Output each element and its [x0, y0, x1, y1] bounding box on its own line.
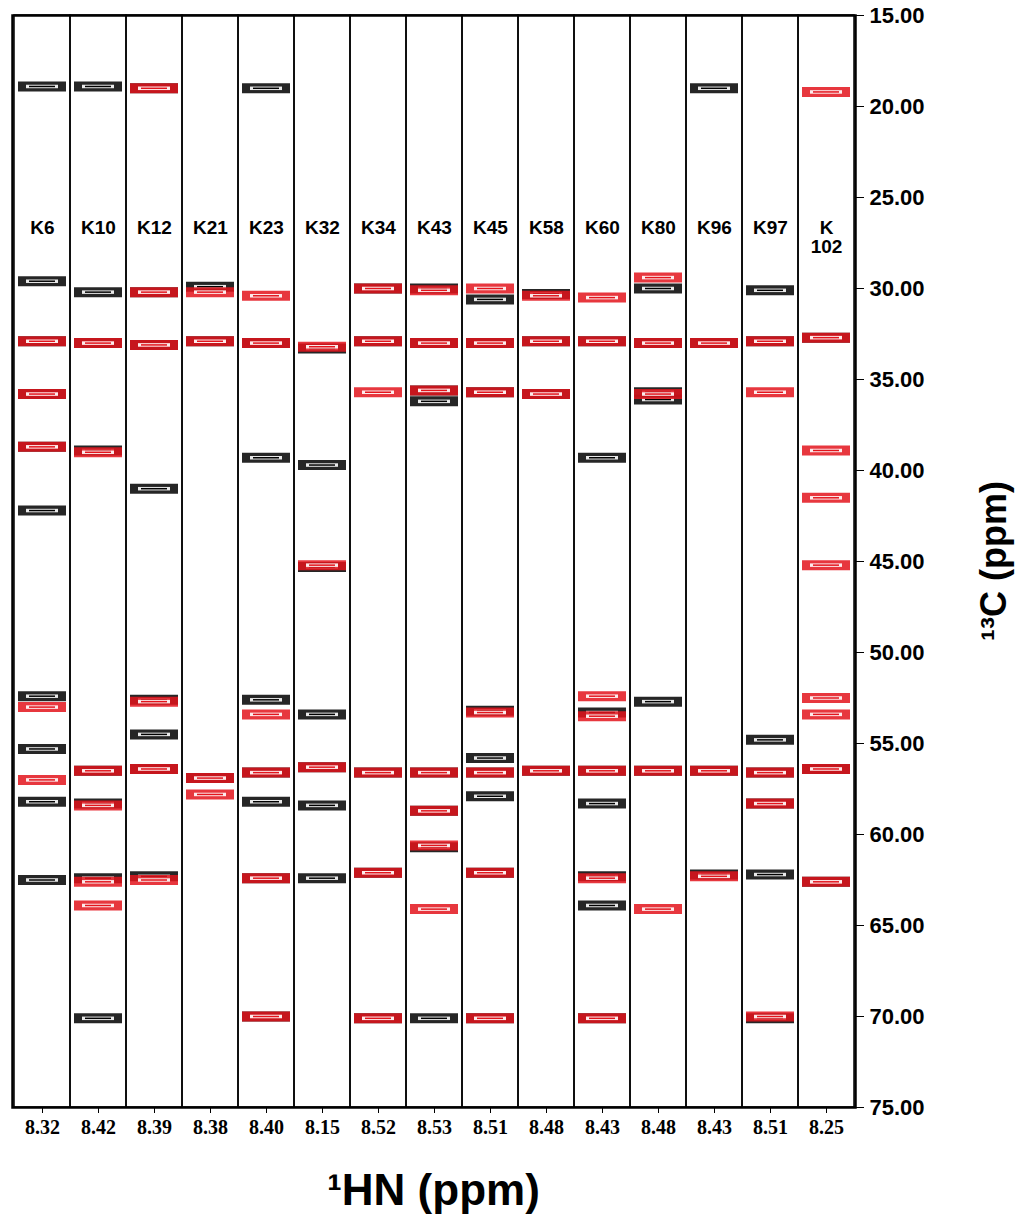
svg-text:35.00: 35.00 — [870, 367, 925, 392]
svg-text:15.00: 15.00 — [870, 3, 925, 28]
svg-text:8.32: 8.32 — [25, 1116, 60, 1138]
svg-text:K102: K102 — [811, 217, 843, 257]
svg-text:60.00: 60.00 — [870, 822, 925, 847]
svg-text:K10: K10 — [81, 217, 116, 238]
svg-text:K34: K34 — [361, 217, 396, 238]
svg-text:8.25: 8.25 — [809, 1116, 844, 1138]
svg-text:25.00: 25.00 — [870, 185, 925, 210]
svg-text:K43: K43 — [417, 217, 452, 238]
svg-text:K80: K80 — [641, 217, 676, 238]
svg-text:8.48: 8.48 — [529, 1116, 564, 1138]
html-text:¹³C (ppm): ¹³C (ppm) — [973, 481, 1014, 641]
html-text:¹HN (ppm): ¹HN (ppm) — [327, 1165, 540, 1214]
svg-text:8.52: 8.52 — [361, 1116, 396, 1138]
svg-text:8.40: 8.40 — [249, 1116, 284, 1138]
svg-text:K6: K6 — [30, 217, 54, 238]
svg-text:50.00: 50.00 — [870, 640, 925, 665]
svg-text:30.00: 30.00 — [870, 276, 925, 301]
svg-text:40.00: 40.00 — [870, 458, 925, 483]
svg-text:8.51: 8.51 — [473, 1116, 508, 1138]
svg-text:8.43: 8.43 — [585, 1116, 620, 1138]
svg-text:K96: K96 — [697, 217, 732, 238]
svg-text:K32: K32 — [305, 217, 340, 238]
svg-text:20.00: 20.00 — [870, 94, 925, 119]
svg-text:8.53: 8.53 — [417, 1116, 452, 1138]
svg-text:70.00: 70.00 — [870, 1004, 925, 1029]
svg-text:8.39: 8.39 — [137, 1116, 172, 1138]
svg-text:K21: K21 — [193, 217, 228, 238]
svg-text:45.00: 45.00 — [870, 549, 925, 574]
svg-text:8.42: 8.42 — [81, 1116, 116, 1138]
svg-text:K45: K45 — [473, 217, 508, 238]
svg-text:8.38: 8.38 — [193, 1116, 228, 1138]
svg-text:K60: K60 — [585, 217, 620, 238]
svg-text:8.51: 8.51 — [753, 1116, 788, 1138]
svg-text:8.43: 8.43 — [697, 1116, 732, 1138]
svg-text:75.00: 75.00 — [870, 1095, 925, 1120]
svg-text:K97: K97 — [753, 217, 788, 238]
svg-text:8.48: 8.48 — [641, 1116, 676, 1138]
svg-text:K58: K58 — [529, 217, 564, 238]
svg-text:55.00: 55.00 — [870, 731, 925, 756]
svg-text:K23: K23 — [249, 217, 284, 238]
svg-text:K12: K12 — [137, 217, 172, 238]
svg-text:8.15: 8.15 — [305, 1116, 340, 1138]
svg-text:65.00: 65.00 — [870, 913, 925, 938]
